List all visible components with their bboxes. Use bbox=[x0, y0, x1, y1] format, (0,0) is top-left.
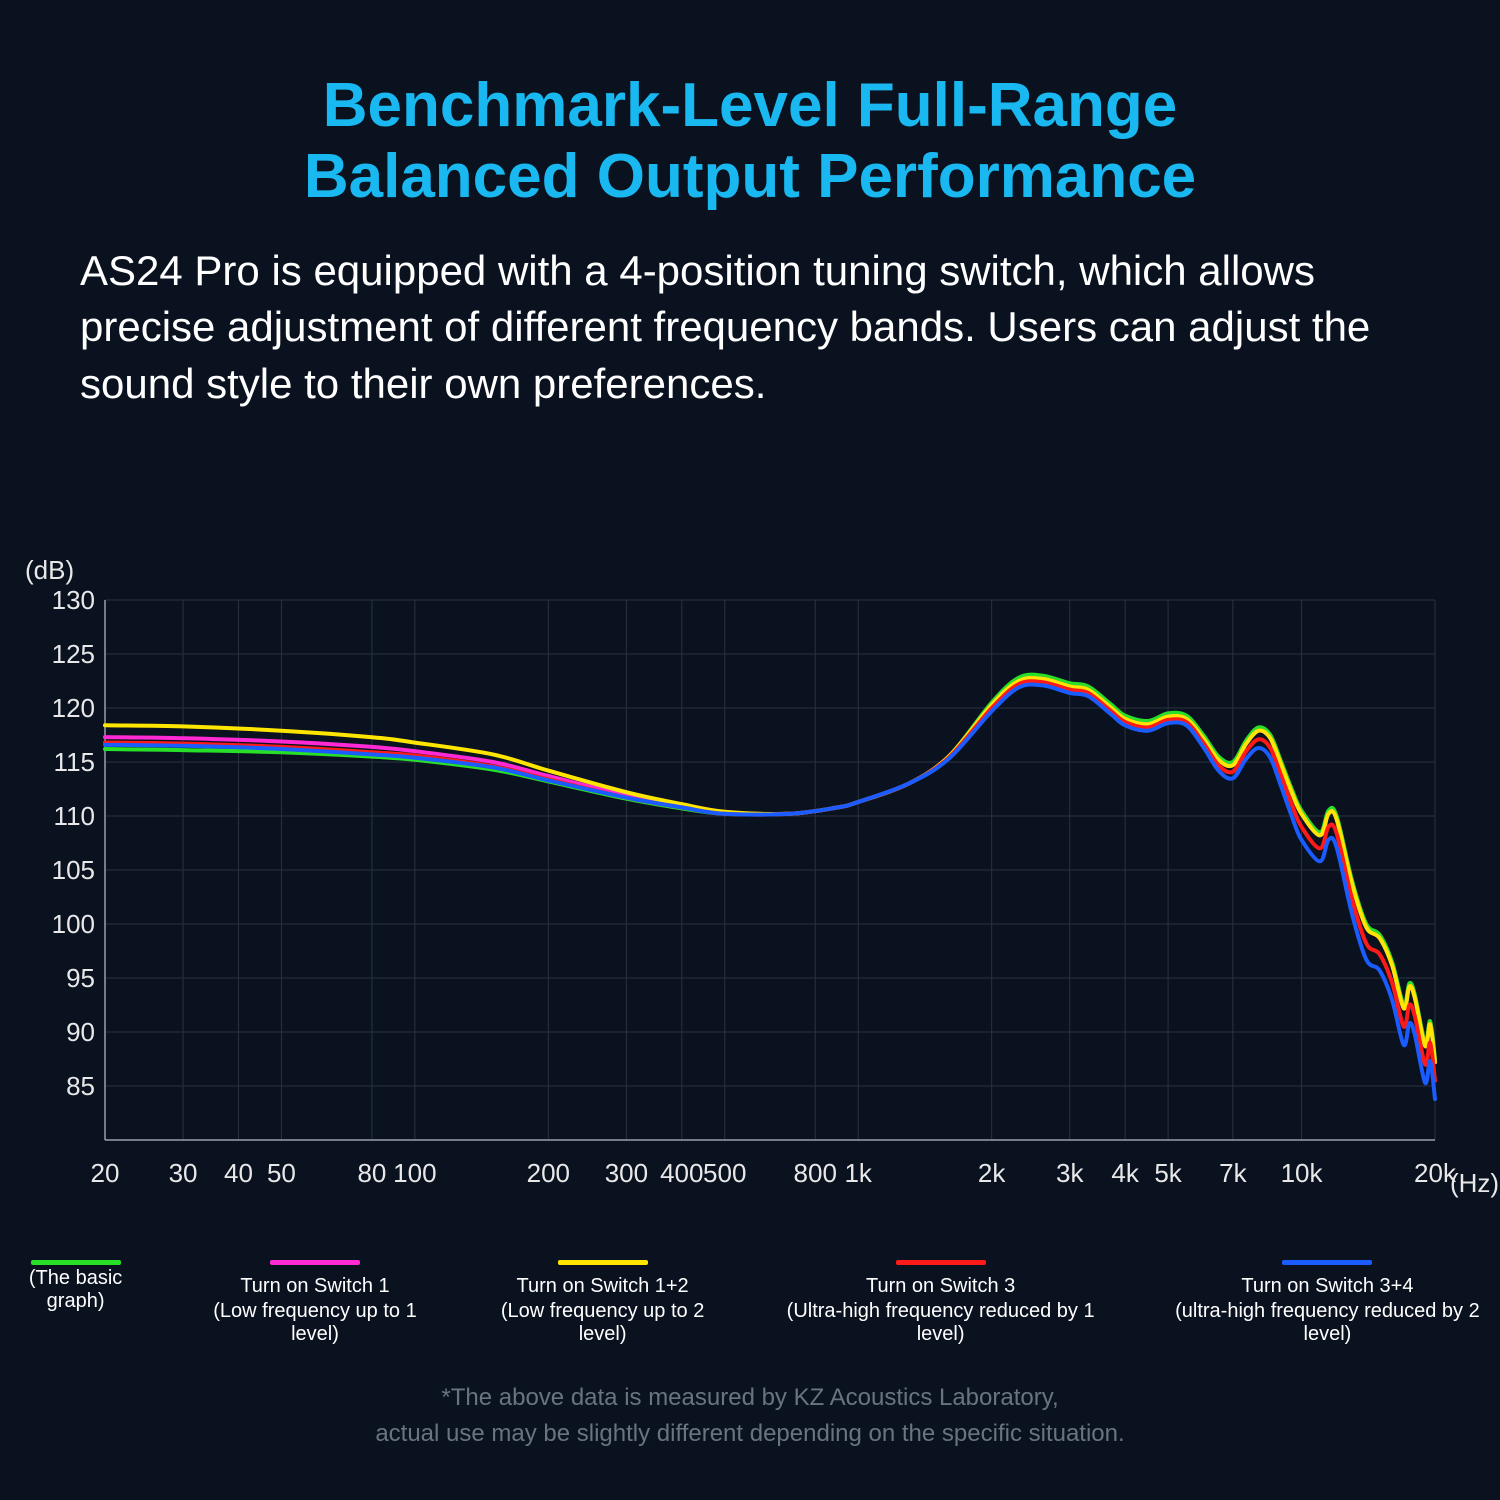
y-tick-label: 95 bbox=[35, 963, 95, 994]
x-tick-label: 7k bbox=[1219, 1158, 1246, 1189]
y-tick-label: 110 bbox=[35, 801, 95, 832]
x-tick-label: 200 bbox=[527, 1158, 570, 1189]
legend-subtitle: (ultra-high frequency reduced by 2 level… bbox=[1155, 1300, 1500, 1346]
y-tick-label: 115 bbox=[35, 747, 95, 778]
legend-title: Turn on Switch 3 bbox=[866, 1275, 1015, 1298]
chart-legend: (The basic graph)Turn on Switch 1(Low fr… bbox=[0, 1260, 1500, 1346]
legend-item-switch3: Turn on Switch 3(Ultra-high frequency re… bbox=[766, 1260, 1114, 1346]
y-tick-label: 85 bbox=[35, 1071, 95, 1102]
legend-title: Turn on Switch 3+4 bbox=[1241, 1275, 1413, 1298]
x-tick-label: 500 bbox=[703, 1158, 746, 1189]
legend-swatch bbox=[270, 1260, 360, 1265]
y-tick-label: 105 bbox=[35, 855, 95, 886]
legend-subtitle: (Low frequency up to 2 level) bbox=[479, 1300, 727, 1346]
legend-subtitle: (Ultra-high frequency reduced by 1 level… bbox=[766, 1300, 1114, 1346]
legend-item-switch1: Turn on Switch 1(Low frequency up to 1 l… bbox=[191, 1260, 439, 1346]
y-tick-label: 100 bbox=[35, 909, 95, 940]
y-tick-label: 130 bbox=[35, 585, 95, 616]
legend-subtitle: (The basic graph) bbox=[0, 1267, 151, 1313]
x-tick-label: 3k bbox=[1056, 1158, 1083, 1189]
disclaimer-line-1: *The above data is measured by KZ Acoust… bbox=[441, 1384, 1058, 1411]
legend-swatch bbox=[1282, 1260, 1372, 1265]
x-tick-label: 300 bbox=[605, 1158, 648, 1189]
y-tick-label: 125 bbox=[35, 639, 95, 670]
legend-item-switch12: Turn on Switch 1+2(Low frequency up to 2… bbox=[479, 1260, 727, 1346]
x-tick-label: 4k bbox=[1111, 1158, 1138, 1189]
disclaimer-line-2: actual use may be slightly different dep… bbox=[375, 1420, 1124, 1447]
x-tick-label: 10k bbox=[1281, 1158, 1323, 1189]
x-tick-label: 2k bbox=[978, 1158, 1005, 1189]
x-tick-label: 50 bbox=[267, 1158, 296, 1189]
legend-item-basic: (The basic graph) bbox=[0, 1260, 151, 1346]
x-tick-label: 5k bbox=[1154, 1158, 1181, 1189]
x-tick-label: 30 bbox=[169, 1158, 198, 1189]
x-tick-label: 40 bbox=[224, 1158, 253, 1189]
x-tick-label: 800 bbox=[794, 1158, 837, 1189]
legend-swatch bbox=[896, 1260, 986, 1265]
y-tick-label: 120 bbox=[35, 693, 95, 724]
x-tick-label: 100 bbox=[393, 1158, 436, 1189]
legend-subtitle: (Low frequency up to 1 level) bbox=[191, 1300, 439, 1346]
x-tick-label: 400 bbox=[660, 1158, 703, 1189]
legend-title: Turn on Switch 1+2 bbox=[517, 1275, 689, 1298]
x-tick-label: 20 bbox=[91, 1158, 120, 1189]
x-tick-label: 1k bbox=[844, 1158, 871, 1189]
legend-swatch bbox=[558, 1260, 648, 1265]
x-tick-label: 80 bbox=[357, 1158, 386, 1189]
disclaimer-text: *The above data is measured by KZ Acoust… bbox=[0, 1380, 1500, 1452]
legend-title: Turn on Switch 1 bbox=[240, 1275, 389, 1298]
y-tick-label: 90 bbox=[35, 1017, 95, 1048]
legend-swatch bbox=[31, 1260, 121, 1265]
x-axis-label: (Hz) bbox=[1450, 1168, 1499, 1199]
legend-item-switch34: Turn on Switch 3+4(ultra-high frequency … bbox=[1155, 1260, 1500, 1346]
